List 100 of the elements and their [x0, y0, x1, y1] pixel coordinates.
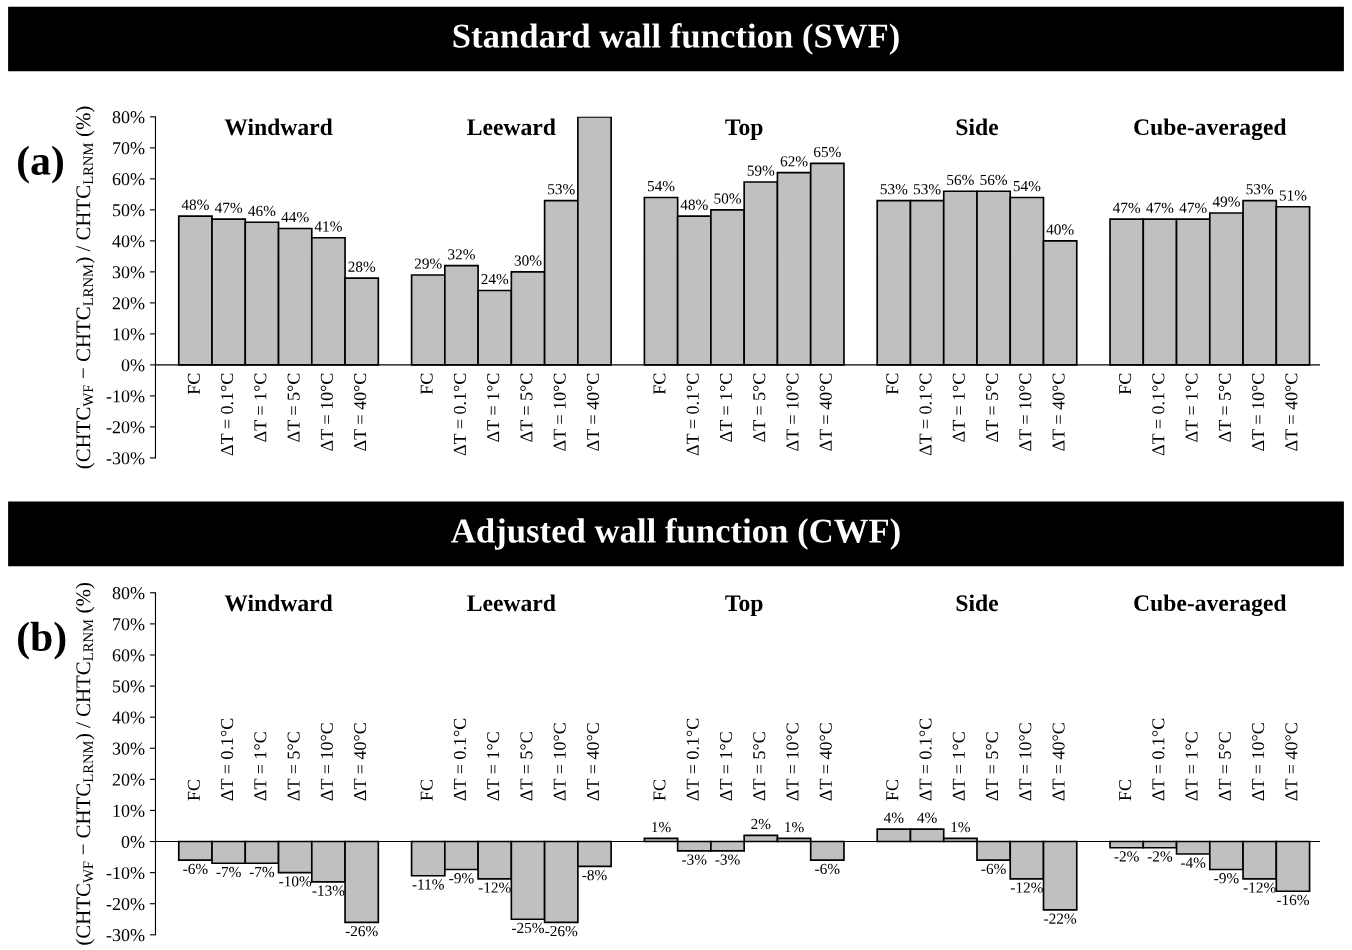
x-tick-label: ΔT = 0.1°C — [1152, 718, 1165, 801]
data-label: 1% — [951, 821, 971, 833]
data-label: -3% — [715, 854, 740, 865]
text: (b) — [18, 621, 66, 660]
data-label: 29% — [414, 258, 442, 269]
x-tick-label: ΔT = 5°C — [753, 373, 766, 442]
x-tick-label: ΔT = 40°C — [354, 373, 367, 451]
data-label: 1% — [785, 821, 804, 833]
y-tick-label: -10% — [106, 390, 145, 403]
x-tick-label: ΔT = 1°C — [1185, 373, 1198, 442]
x-tick-label: ΔT = 40°C — [819, 373, 832, 451]
x-tick-label: ΔT = 1°C — [1185, 732, 1198, 801]
data-label: 46% — [248, 205, 276, 217]
x-tick-label: ΔT = 10°C — [786, 373, 799, 451]
data-label: 62% — [780, 156, 808, 167]
y-tick-label: 50% — [113, 204, 145, 217]
x-tick-label: ΔT = 0.1°C — [686, 718, 699, 801]
y-tick-label: 40% — [112, 235, 145, 248]
data-label: 28% — [348, 261, 376, 272]
data-label: -12% — [1243, 882, 1276, 893]
y-tick-label: 0% — [121, 835, 145, 849]
x-tick-label: ΔT = 0.1°C — [453, 718, 467, 801]
y-tick-label: -20% — [106, 421, 145, 434]
x-tick-label: ΔT = 1°C — [952, 732, 965, 801]
data-label: -2% — [1147, 851, 1173, 862]
x-tick-label: ΔT = 0.1°C — [919, 373, 932, 456]
x-tick-label: ΔT = 0.1°C — [919, 718, 932, 801]
y-tick-label: 80% — [112, 587, 145, 600]
x-tick-label: FC — [420, 780, 433, 801]
data-label: -11% — [412, 879, 444, 890]
x-tick-label: ΔT = 10°C — [320, 723, 333, 801]
data-label: -26% — [545, 925, 578, 937]
y-tick-label: 20% — [112, 297, 145, 310]
y-tick-label: 80% — [112, 111, 145, 124]
x-tick-label: ΔT = 5°C — [1218, 373, 1231, 442]
data-label: -12% — [478, 882, 511, 893]
x-tick-label: ΔT = 10°C — [320, 373, 333, 451]
annotation: Windward — [224, 118, 333, 136]
x-tick-label: ΔT = 0.1°C — [453, 373, 467, 456]
data-label: 53% — [1246, 184, 1274, 195]
data-label: -8% — [582, 869, 607, 881]
x-tick-label: ΔT = 1°C — [487, 373, 500, 442]
data-label: 44% — [281, 211, 309, 223]
y-axis-title: (CHTC$_{WF}$ − CHTC$_{LRNM}$) / CHTC$_{LRNM}$ (%) — [75, 106, 95, 469]
annotation: Cube-averaged — [1134, 118, 1287, 141]
data-label: 54% — [647, 180, 675, 192]
data-label: 54% — [1013, 180, 1041, 192]
annotation: Cube-averaged — [1134, 594, 1287, 617]
x-tick-label: ΔT = 5°C — [287, 373, 300, 442]
x-tick-label: ΔT = 10°C — [553, 723, 566, 801]
x-tick-label: ΔT = 40°C — [1052, 723, 1065, 801]
y-tick-label: -20% — [106, 897, 145, 911]
x-tick-label: ΔT = 40°C — [1052, 373, 1065, 451]
x-tick-label: FC — [886, 780, 899, 801]
data-label: 53% — [913, 184, 941, 195]
x-tick-label: ΔT = 1°C — [254, 732, 267, 801]
x-tick-label: FC — [1119, 780, 1132, 801]
chart-title: Standard wall function (SWF) — [453, 23, 899, 55]
data-label: 59% — [747, 165, 775, 176]
annotation: Top — [725, 595, 763, 616]
y-tick-label: 60% — [112, 173, 145, 186]
x-tick-label: FC — [187, 780, 200, 801]
x-tick-label: FC — [653, 780, 666, 801]
data-label: 47% — [1179, 202, 1207, 214]
data-label: -16% — [1276, 894, 1309, 906]
annotation: Leeward — [467, 118, 556, 136]
annotation: Side — [956, 118, 999, 136]
x-tick-label: ΔT = 5°C — [985, 732, 999, 801]
y-tick-label: 10% — [113, 328, 145, 341]
x-tick-label: ΔT = 0.1°C — [220, 718, 234, 801]
y-tick-label: 40% — [112, 711, 145, 724]
x-tick-label: ΔT = 40°C — [586, 373, 600, 451]
x-tick-label: ΔT = 10°C — [786, 723, 799, 801]
y-tick-label: 70% — [113, 142, 145, 155]
data-label: 47% — [1112, 202, 1141, 214]
data-label: -12% — [1010, 882, 1043, 893]
data-label: -22% — [1044, 913, 1077, 924]
x-tick-label: ΔT = 40°C — [1285, 373, 1298, 451]
x-tick-label: ΔT = 1°C — [952, 373, 965, 442]
x-tick-label: ΔT = 1°C — [487, 732, 500, 801]
data-label: 4% — [883, 812, 904, 823]
annotation: Top — [725, 119, 763, 140]
x-tick-label: ΔT = 5°C — [985, 373, 999, 442]
x-tick-label: FC — [1119, 373, 1132, 395]
x-tick-label: FC — [420, 373, 433, 395]
x-tick-label: ΔT = 10°C — [1019, 723, 1032, 801]
y-tick-label: 30% — [112, 742, 145, 755]
data-label: -6% — [815, 863, 840, 875]
x-tick-label: ΔT = 5°C — [753, 732, 766, 801]
data-label: -9% — [449, 873, 474, 884]
data-label: 41% — [314, 221, 342, 232]
y-tick-label: 0% — [121, 359, 145, 372]
data-label: 2% — [751, 818, 771, 830]
data-label: 49% — [1212, 196, 1240, 207]
x-tick-label: ΔT = 10°C — [553, 373, 566, 451]
x-tick-label: ΔT = 10°C — [1252, 723, 1265, 801]
data-label: -6% — [183, 863, 208, 875]
data-label: 47% — [214, 202, 243, 214]
x-tick-label: ΔT = 40°C — [586, 723, 600, 801]
data-label: -3% — [682, 854, 707, 865]
